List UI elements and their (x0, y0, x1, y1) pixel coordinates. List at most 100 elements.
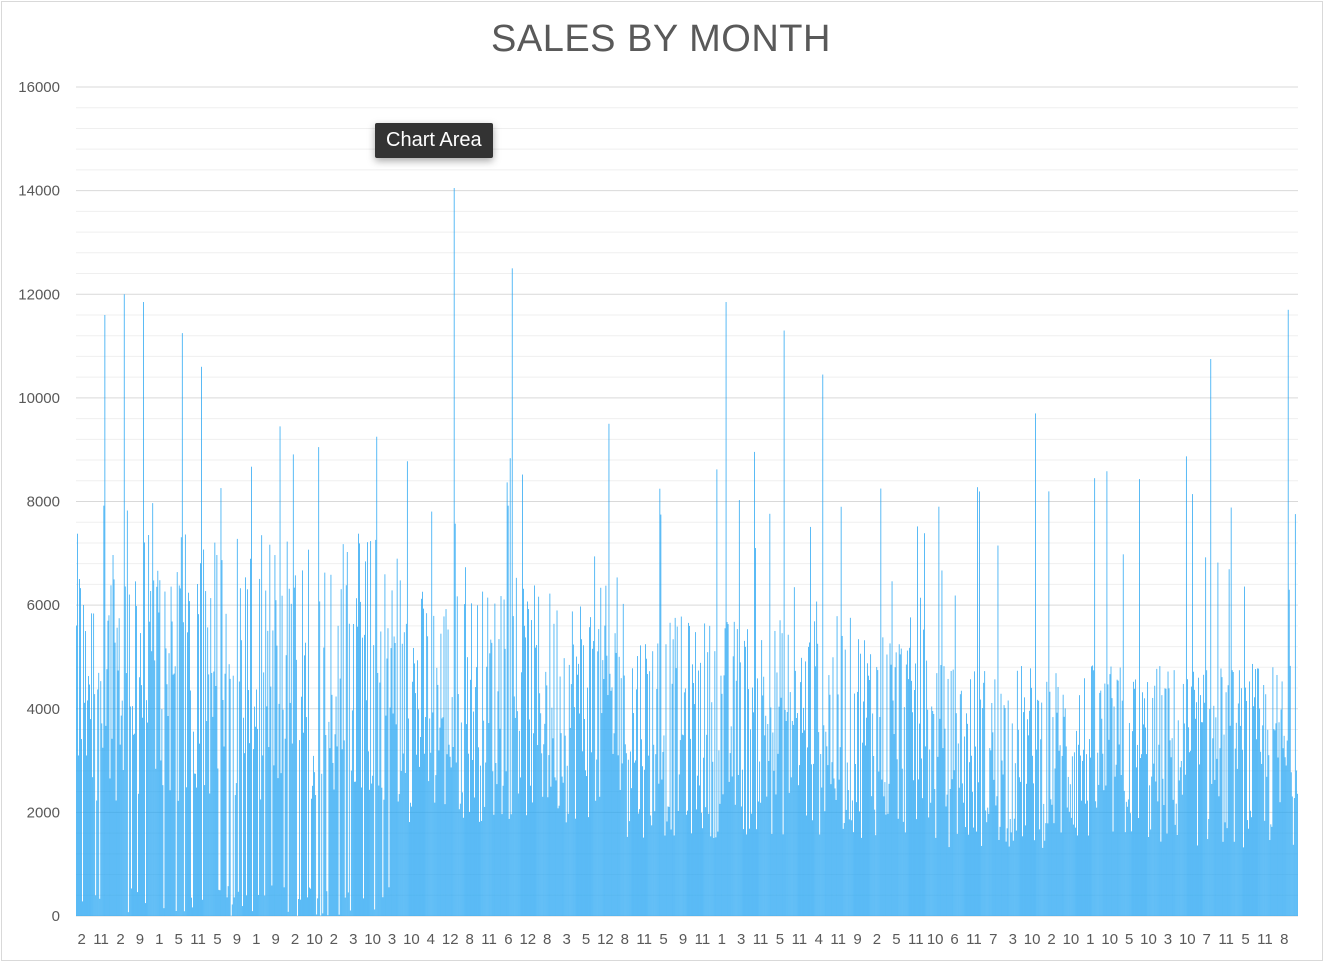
bar (1277, 757, 1279, 916)
bar (803, 707, 804, 916)
bar (83, 604, 84, 916)
x-tick-label: 1 (155, 931, 163, 948)
bar (846, 762, 848, 916)
bar (1204, 702, 1206, 916)
bar (509, 458, 511, 916)
bar (1060, 832, 1062, 916)
bar (622, 603, 624, 916)
bar (1125, 801, 1127, 916)
bar (924, 533, 925, 916)
bar (791, 720, 793, 916)
x-tick-label: 11 (481, 931, 497, 948)
bar (1203, 674, 1205, 916)
bar (104, 314, 106, 917)
bar (1225, 692, 1227, 916)
bar (555, 780, 557, 916)
bar (1089, 739, 1090, 916)
bar (1045, 823, 1047, 916)
bar (606, 655, 608, 916)
bar (508, 818, 510, 916)
bar (1292, 844, 1294, 916)
bar (498, 639, 500, 916)
bar (329, 748, 331, 916)
bar (1107, 684, 1109, 916)
bar (582, 751, 583, 916)
bar (643, 837, 644, 916)
bar (632, 668, 633, 916)
bar (349, 910, 351, 916)
bar (477, 605, 478, 916)
bar (535, 647, 536, 916)
bar (1290, 772, 1292, 916)
bar (374, 909, 376, 916)
bar (711, 702, 713, 916)
bar (1274, 730, 1276, 916)
bar (859, 811, 860, 916)
bar (802, 732, 803, 916)
bar (836, 616, 838, 916)
bar (788, 792, 790, 916)
bar (893, 734, 895, 916)
bar (1182, 683, 1184, 916)
bar (1246, 700, 1247, 916)
bar (708, 813, 710, 916)
bar (777, 753, 779, 916)
bar (982, 708, 984, 916)
bar (896, 759, 898, 916)
bar (997, 545, 999, 916)
bar (1176, 834, 1178, 916)
bar (806, 815, 807, 916)
bar (148, 535, 150, 916)
bar (571, 611, 573, 916)
bar (692, 664, 693, 916)
bar (122, 770, 124, 916)
bar (721, 693, 723, 916)
bar (698, 670, 699, 916)
bar (842, 828, 844, 916)
bar (90, 719, 91, 916)
bar (811, 764, 812, 916)
bar (572, 644, 574, 916)
bar (983, 682, 985, 916)
bar (198, 614, 199, 916)
bar (298, 899, 299, 916)
bar (1022, 836, 1023, 916)
bar (903, 707, 905, 916)
bar (1187, 679, 1188, 916)
bar (702, 828, 703, 916)
bar (232, 675, 234, 916)
bar (223, 746, 225, 916)
bar (1223, 734, 1225, 916)
bar (299, 740, 300, 916)
bar (829, 694, 831, 916)
bar (1181, 794, 1183, 916)
bar (463, 604, 465, 916)
bar (941, 570, 943, 916)
bar (672, 639, 674, 916)
bar (486, 666, 488, 916)
bar (932, 710, 934, 916)
bar (263, 672, 265, 916)
bar (1235, 722, 1237, 916)
bar (332, 762, 334, 916)
bar (475, 687, 476, 916)
bar (951, 779, 953, 916)
bar (1004, 708, 1006, 916)
bar (379, 682, 381, 916)
bar (180, 537, 182, 916)
bar (429, 718, 431, 916)
bar (1124, 832, 1126, 916)
bar (1008, 846, 1010, 916)
bar (955, 713, 957, 916)
bar (796, 713, 798, 916)
bar (160, 760, 162, 916)
bar (450, 767, 452, 916)
bar (391, 590, 393, 916)
bar (449, 756, 451, 916)
bar (472, 759, 473, 916)
bar (125, 673, 127, 916)
bar (727, 624, 729, 916)
bar (159, 580, 161, 916)
bar (1170, 757, 1172, 916)
